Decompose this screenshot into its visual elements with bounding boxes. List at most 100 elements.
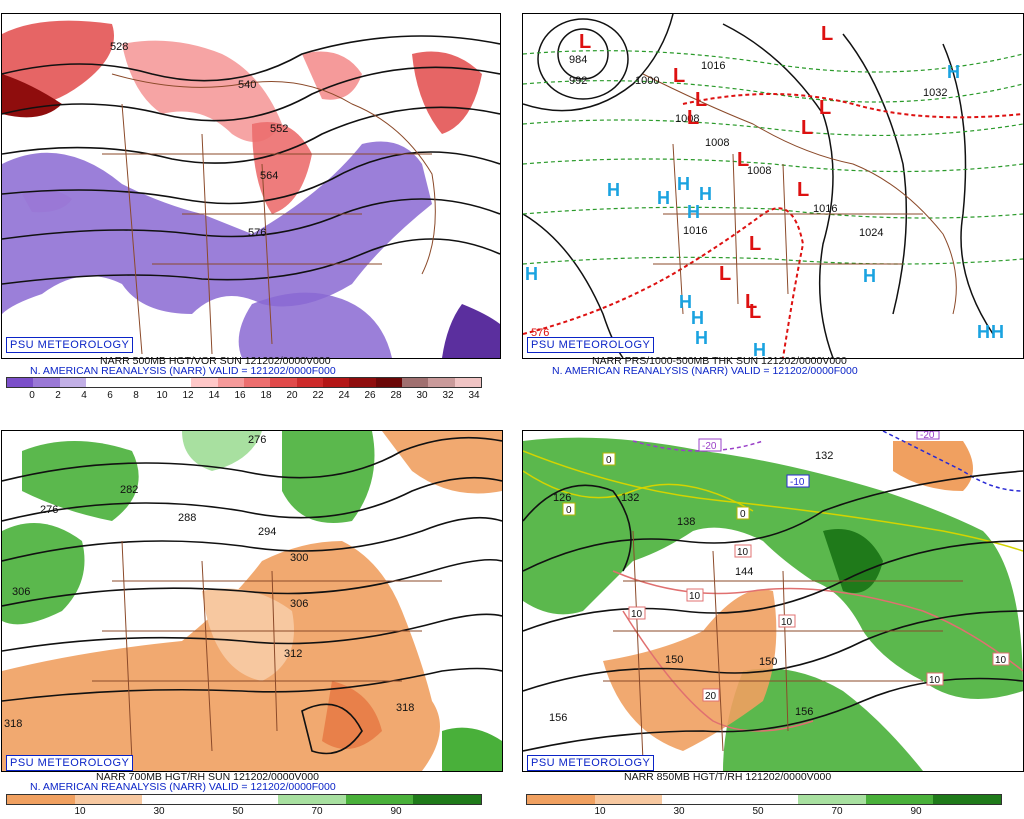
high-pressure-symbol: H [699,184,712,204]
vorticity-low-region [2,141,432,314]
svg-text:10: 10 [737,547,749,558]
high-pressure-symbol: H [657,188,670,208]
temp-label: 10 [628,606,646,620]
height-label: 300 [290,552,308,564]
low-pressure-symbol: L [797,179,809,201]
rh-colorbar [6,794,482,805]
isobar-label: 1008 [747,165,771,177]
temp-label: -20 [698,438,722,452]
height-label: 132 [621,492,639,504]
high-pressure-symbol: H [863,266,876,286]
moist-region [22,441,139,521]
svg-text:-20: -20 [702,441,717,452]
low-pressure-symbol: L [749,301,761,323]
svg-text:10: 10 [995,655,1007,666]
map-caption: NARR 850MB HGT/T/RH 121202/0000V000 [624,771,832,783]
high-pressure-symbol: H [677,174,690,194]
height-label: 276 [40,504,58,516]
low-pressure-symbol: L [821,23,833,45]
svg-text:10: 10 [781,617,793,628]
psu-meteorology-badge: PSU METEOROLOGY [6,337,134,353]
temp-label: 0 [562,502,576,516]
isobar-label: 984 [569,54,587,66]
dry-region [893,441,973,491]
high-pressure-symbol: H [753,340,766,358]
dry-region [202,588,294,681]
height-label: 312 [284,648,302,660]
height-label: 282 [120,484,138,496]
temp-label: 10 [778,614,796,628]
moist-region [723,668,923,771]
svg-text:0: 0 [606,455,612,466]
high-pressure-symbol: H [947,62,960,82]
svg-text:10: 10 [929,675,941,686]
isobar-label: 1016 [683,225,707,237]
low-pressure-symbol: L [745,291,757,313]
isobar-label: 1032 [923,87,947,99]
high-pressure-symbol: H [695,328,708,348]
temp-label: 0 [736,506,750,520]
rh-colorbar-ticks: 10 30 50 70 90 [74,806,402,817]
temp-label: 10 [926,672,944,686]
moist-region [523,437,1023,699]
height-label: 576 [248,227,266,239]
moist-region [182,431,262,471]
psu-meteorology-badge: PSU METEOROLOGY [527,755,655,771]
moist-region [823,529,883,593]
height-label: 132 [815,450,833,462]
thickness-label: 576 [531,327,549,339]
height-label: 306 [290,598,308,610]
map-caption: NARR 500MB HGT/VOR SUN 121202/0000V000 [100,355,331,367]
height-label: 276 [248,434,266,446]
map-subcaption: N. AMERICAN REANALYSIS (NARR) VALID = 12… [552,365,858,377]
low-pressure-symbol: L [673,65,685,87]
temp-label: -20 [916,431,940,441]
temp-label: 0 [602,452,616,466]
temp-label: 10 [734,544,752,558]
moist-region [2,523,85,625]
high-pressure-symbol: H [607,180,620,200]
low-pressure-symbol: L [695,89,707,111]
height-label: 150 [759,656,777,668]
high-pressure-symbol: H [991,322,1004,342]
height-label: 138 [677,516,695,528]
svg-text:10: 10 [631,609,643,620]
vorticity-high-region [2,20,114,107]
map-surface-pressure: 984 992 1000 1008 1016 1024 1032 1008 10… [522,13,1024,359]
low-pressure-symbol: L [579,31,591,53]
moist-region [442,727,502,771]
psu-meteorology-badge: PSU METEOROLOGY [6,755,134,771]
vorticity-high-region [122,40,282,142]
isobar-label: 1000 [635,75,659,87]
vorticity-colorbar [6,377,482,388]
height-label: 552 [270,123,288,135]
low-pressure-symbol: L [737,149,749,171]
height-label: 150 [665,654,683,666]
height-label: 156 [795,706,813,718]
rh-colorbar-ticks: 10 30 50 70 90 [594,806,922,817]
high-pressure-symbol: H [691,308,704,328]
height-label: 126 [553,492,571,504]
vorticity-high-region [252,122,312,214]
isobar-label: 1016 [813,203,837,215]
high-pressure-symbol: H [679,292,692,312]
temp-label: 10 [992,652,1010,666]
svg-text:0: 0 [566,505,572,516]
height-label: 294 [258,526,276,538]
height-label: 306 [12,586,30,598]
height-label: 318 [4,718,22,730]
temp-label: 20 [702,688,720,702]
map-850mb: 126 132 138 144 150 156 156 150 132 -20 … [522,430,1024,772]
height-label: 564 [260,170,278,182]
svg-text:-10: -10 [790,477,805,488]
svg-text:20: 20 [705,691,717,702]
isobar-label: 1008 [705,137,729,149]
vorticity-low-region [442,304,500,358]
height-label: 540 [238,79,256,91]
isobar-label: 1024 [859,227,883,239]
map-subcaption: N. AMERICAN REANALYSIS (NARR) VALID = 12… [30,781,336,793]
map-subcaption: N. AMERICAN REANALYSIS (NARR) VALID = 12… [30,365,336,377]
vorticity-low-region [238,292,392,358]
moist-region [282,431,375,523]
svg-text:-20: -20 [920,431,935,441]
